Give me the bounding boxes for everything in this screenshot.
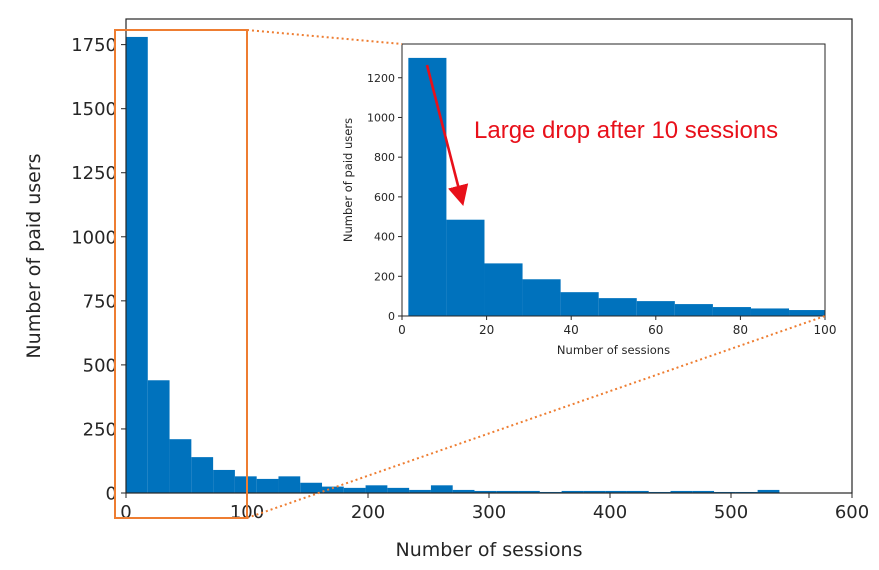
main-x-tick-label: 600 bbox=[835, 502, 869, 523]
main-y-tick-label: 1750 bbox=[71, 35, 117, 56]
main-histogram-bar bbox=[518, 490, 540, 493]
inset-histogram-bar bbox=[446, 219, 485, 316]
main-histogram-bar bbox=[322, 486, 344, 493]
main-x-tick-label: 400 bbox=[593, 502, 627, 523]
inset-histogram-bar bbox=[408, 57, 447, 316]
inset-x-tick-label: 80 bbox=[733, 323, 748, 337]
main-y-tick-label: 1250 bbox=[71, 163, 117, 184]
inset-histogram-bar bbox=[522, 279, 561, 316]
main-histogram-bar bbox=[670, 490, 693, 493]
main-histogram-bar bbox=[474, 490, 497, 493]
main-histogram-bar bbox=[365, 485, 388, 493]
inset-x-tick-label: 40 bbox=[564, 323, 579, 337]
main-histogram-bar bbox=[430, 485, 453, 493]
inset-x-tick-label: 0 bbox=[398, 323, 406, 337]
inset-x-tick-label: 60 bbox=[648, 323, 663, 337]
inset-y-tick-label: 200 bbox=[374, 270, 395, 283]
inset-histogram-bar bbox=[712, 307, 751, 316]
main-histogram-bar bbox=[605, 490, 627, 493]
inset-y-tick-label: 1200 bbox=[367, 72, 395, 85]
main-x-tick-label: 0 bbox=[120, 502, 131, 523]
inset-y-tick-label: 600 bbox=[374, 191, 395, 204]
main-y-tick-label: 750 bbox=[83, 291, 117, 312]
main-y-axis-label: Number of paid users bbox=[23, 153, 45, 358]
main-y-tick-label: 1500 bbox=[71, 99, 117, 120]
main-y-tick-label: 250 bbox=[83, 419, 117, 440]
zoom-highlight-box bbox=[114, 29, 248, 519]
main-histogram-bar bbox=[191, 457, 214, 493]
main-histogram-bar bbox=[409, 489, 431, 493]
main-histogram-bar bbox=[278, 476, 301, 493]
annotation-arrow bbox=[425, 64, 469, 207]
zoom-connector-line-bottom bbox=[246, 315, 826, 519]
main-histogram-bar bbox=[169, 439, 192, 493]
main-histogram-bar bbox=[561, 490, 584, 493]
main-histogram-bar bbox=[256, 478, 279, 493]
zoom-connector-line-top bbox=[246, 29, 403, 45]
main-x-axis-label: Number of sessions bbox=[396, 539, 583, 561]
main-histogram-bar bbox=[692, 490, 715, 493]
inset-histogram-bar bbox=[598, 298, 637, 316]
main-histogram-bar bbox=[583, 490, 606, 493]
inset-x-axis-label: Number of sessions bbox=[557, 343, 670, 357]
main-histogram-bar bbox=[300, 482, 323, 493]
annotation-text: Large drop after 10 sessions bbox=[474, 117, 778, 144]
inset-histogram-bar bbox=[789, 310, 825, 316]
inset-histogram-bar bbox=[484, 263, 523, 316]
inset-histogram-bar bbox=[674, 304, 713, 316]
main-x-tick-label: 200 bbox=[351, 502, 385, 523]
main-y-tick-label: 0 bbox=[106, 484, 117, 505]
main-y-tick-label: 1000 bbox=[71, 227, 117, 248]
main-histogram-bar bbox=[387, 487, 410, 493]
main-histogram-bar bbox=[496, 490, 519, 493]
main-histogram-bar bbox=[213, 469, 235, 493]
main-y-tick-label: 500 bbox=[83, 355, 117, 376]
inset-y-tick-label: 400 bbox=[374, 231, 395, 244]
main-x-tick-label: 300 bbox=[472, 502, 506, 523]
main-histogram-bar bbox=[626, 490, 649, 493]
inset-y-tick-label: 1000 bbox=[367, 111, 395, 124]
inset-histogram-bar bbox=[560, 292, 599, 316]
inset-y-tick-label: 0 bbox=[388, 310, 395, 323]
main-histogram-bar bbox=[234, 476, 257, 493]
inset-y-axis-label: Number of paid users bbox=[341, 118, 355, 242]
inset-histogram-bar bbox=[750, 308, 790, 316]
main-histogram-bar bbox=[343, 487, 366, 493]
main-x-tick-label: 500 bbox=[714, 502, 748, 523]
inset-x-tick-label: 100 bbox=[814, 323, 837, 337]
main-histogram-bar bbox=[452, 489, 475, 493]
inset-y-tick-label: 800 bbox=[374, 151, 395, 164]
main-histogram-bar bbox=[757, 489, 780, 493]
inset-plot-frame bbox=[401, 43, 826, 317]
main-histogram-bar bbox=[126, 36, 148, 494]
inset-x-tick-label: 20 bbox=[479, 323, 494, 337]
inset-histogram-bar bbox=[636, 301, 675, 316]
main-histogram-bar bbox=[147, 380, 170, 493]
